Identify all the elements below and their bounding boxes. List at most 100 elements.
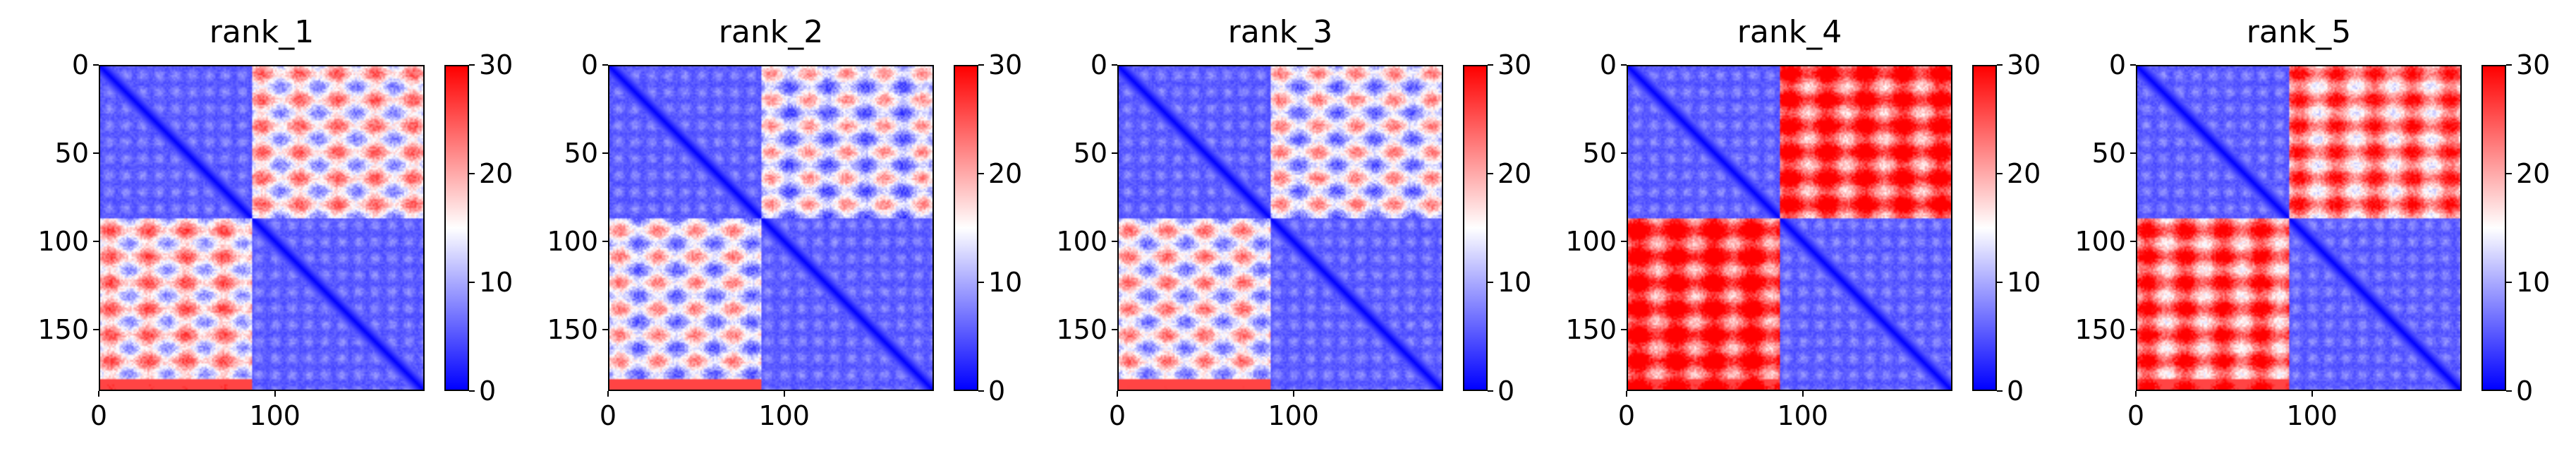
colorbar-tick-label: 0 (988, 375, 1006, 407)
y-tick-label: 100 (547, 225, 598, 257)
colorbar-tick-mark (469, 173, 475, 174)
colorbar (1972, 65, 1997, 391)
colorbar-tick-label: 10 (1497, 267, 1532, 298)
y-tick-mark (602, 64, 608, 66)
x-tick-mark (607, 391, 609, 397)
x-tick-label: 0 (90, 400, 108, 431)
colorbar-tick-mark (2506, 64, 2512, 66)
y-tick-mark (1112, 152, 1117, 154)
y-tick-label: 50 (1073, 137, 1107, 169)
x-tick-mark (1117, 391, 1118, 397)
x-tick-label: 0 (2127, 400, 2145, 431)
colorbar-tick-label: 0 (479, 375, 497, 407)
y-tick-mark (1621, 240, 1627, 242)
colorbar-tick-mark (2506, 282, 2512, 283)
colorbar-tick-label: 30 (1497, 49, 1532, 80)
y-tick-label: 0 (2108, 49, 2126, 80)
x-tick-label: 0 (1617, 400, 1636, 431)
colorbar-tick-mark (1997, 390, 2003, 392)
colorbar-tick-label: 10 (2007, 267, 2041, 298)
colorbar-tick-mark (1488, 173, 1493, 174)
y-tick-label: 100 (2074, 225, 2126, 257)
chart-panel-rank_2: rank_2 0 50 100 150 0 100 0 10 20 30 (547, 0, 1045, 463)
x-tick-mark (783, 391, 785, 397)
y-tick-mark (602, 240, 608, 242)
heatmap-image (608, 65, 934, 391)
y-tick-label: 100 (1565, 225, 1617, 257)
y-tick-label: 0 (1599, 49, 1617, 80)
y-tick-label: 0 (581, 49, 598, 80)
colorbar-tick-mark (469, 282, 475, 283)
y-tick-label: 150 (1056, 313, 1107, 345)
x-tick-mark (1626, 391, 1627, 397)
heatmap-image (99, 65, 425, 391)
colorbar (954, 65, 978, 391)
y-tick-label: 0 (71, 49, 89, 80)
colorbar-tick-mark (1997, 282, 2003, 283)
y-tick-mark (1621, 328, 1627, 330)
colorbar-tick-mark (1488, 390, 1493, 392)
chart-panel-rank_3: rank_3 0 50 100 150 0 100 0 10 20 30 (1056, 0, 1555, 463)
chart-panel-rank_5: rank_5 0 50 100 150 0 100 0 10 20 30 (2074, 0, 2573, 463)
y-tick-mark (93, 240, 99, 242)
x-tick-label: 100 (2286, 400, 2338, 431)
y-tick-label: 50 (54, 137, 89, 169)
x-tick-label: 100 (249, 400, 300, 431)
chart-title: rank_3 (1227, 14, 1333, 50)
colorbar-tick-label: 30 (479, 49, 514, 80)
y-tick-label: 150 (547, 313, 598, 345)
x-tick-mark (2311, 391, 2313, 397)
y-tick-mark (1112, 328, 1117, 330)
chart-title: rank_2 (718, 14, 824, 50)
colorbar-tick-label: 20 (2007, 158, 2041, 189)
colorbar-tick-label: 10 (2516, 267, 2551, 298)
chart-title: rank_1 (209, 14, 315, 50)
colorbar-tick-mark (1488, 64, 1493, 66)
chart-title: rank_4 (1737, 14, 1842, 50)
y-tick-label: 150 (1565, 313, 1617, 345)
y-tick-mark (2130, 64, 2136, 66)
colorbar-tick-label: 20 (1497, 158, 1532, 189)
x-tick-mark (1292, 391, 1294, 397)
colorbar-tick-mark (978, 173, 984, 174)
heatmap-image (1627, 65, 1952, 391)
colorbar-tick-mark (978, 282, 984, 283)
y-tick-label: 50 (2091, 137, 2126, 169)
chart-panel-rank_4: rank_4 0 50 100 150 0 100 0 10 20 30 (1565, 0, 2064, 463)
y-tick-label: 50 (1582, 137, 1617, 169)
colorbar-tick-mark (2506, 390, 2512, 392)
y-tick-label: 0 (1090, 49, 1107, 80)
colorbar-tick-mark (1488, 282, 1493, 283)
colorbar-tick-label: 10 (479, 267, 514, 298)
chart-panel-rank_1: rank_1 0 50 100 150 0 100 0 10 20 30 (37, 0, 536, 463)
y-tick-label: 50 (564, 137, 598, 169)
y-tick-label: 150 (37, 313, 89, 345)
colorbar-tick-mark (978, 390, 984, 392)
y-tick-mark (1621, 152, 1627, 154)
x-tick-mark (274, 391, 276, 397)
x-tick-label: 100 (1777, 400, 1828, 431)
colorbar (444, 65, 469, 391)
y-tick-label: 150 (2074, 313, 2126, 345)
colorbar-tick-label: 10 (988, 267, 1023, 298)
colorbar-tick-mark (1997, 173, 2003, 174)
heatmap-image (1117, 65, 1443, 391)
colorbar-tick-label: 0 (2516, 375, 2534, 407)
y-tick-mark (1621, 64, 1627, 66)
y-tick-label: 100 (37, 225, 89, 257)
colorbar-tick-label: 30 (2007, 49, 2041, 80)
y-tick-mark (1112, 240, 1117, 242)
x-tick-mark (98, 391, 99, 397)
colorbar-tick-label: 20 (2516, 158, 2551, 189)
y-tick-mark (2130, 328, 2136, 330)
x-tick-mark (1802, 391, 1804, 397)
x-tick-mark (2135, 391, 2137, 397)
x-tick-label: 0 (1108, 400, 1126, 431)
y-tick-mark (2130, 240, 2136, 242)
colorbar-tick-mark (2506, 173, 2512, 174)
x-tick-label: 100 (1268, 400, 1319, 431)
colorbar-tick-mark (978, 64, 984, 66)
colorbar-tick-mark (1997, 64, 2003, 66)
colorbar-tick-label: 20 (479, 158, 514, 189)
colorbar-tick-mark (469, 64, 475, 66)
